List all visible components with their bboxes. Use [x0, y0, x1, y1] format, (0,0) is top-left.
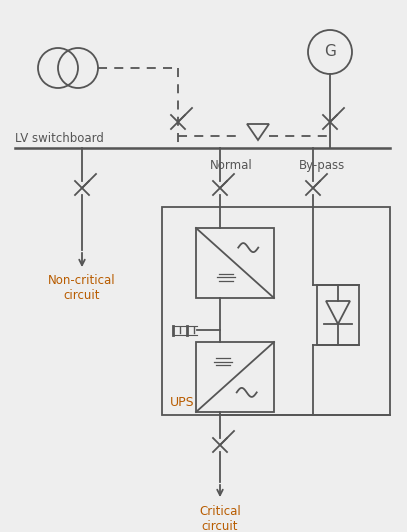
- Text: By-pass: By-pass: [299, 159, 345, 172]
- Text: G: G: [324, 45, 336, 60]
- Text: Non-critical
circuit: Non-critical circuit: [48, 274, 116, 302]
- Text: UPS: UPS: [170, 396, 195, 409]
- Bar: [196, 342, 274, 412]
- Bar: [196, 228, 274, 298]
- Bar: [162, 207, 390, 415]
- Text: LV switchboard: LV switchboard: [15, 132, 104, 145]
- Bar: [317, 285, 359, 345]
- Text: Normal: Normal: [210, 159, 253, 172]
- Text: Critical
circuit: Critical circuit: [199, 505, 241, 532]
